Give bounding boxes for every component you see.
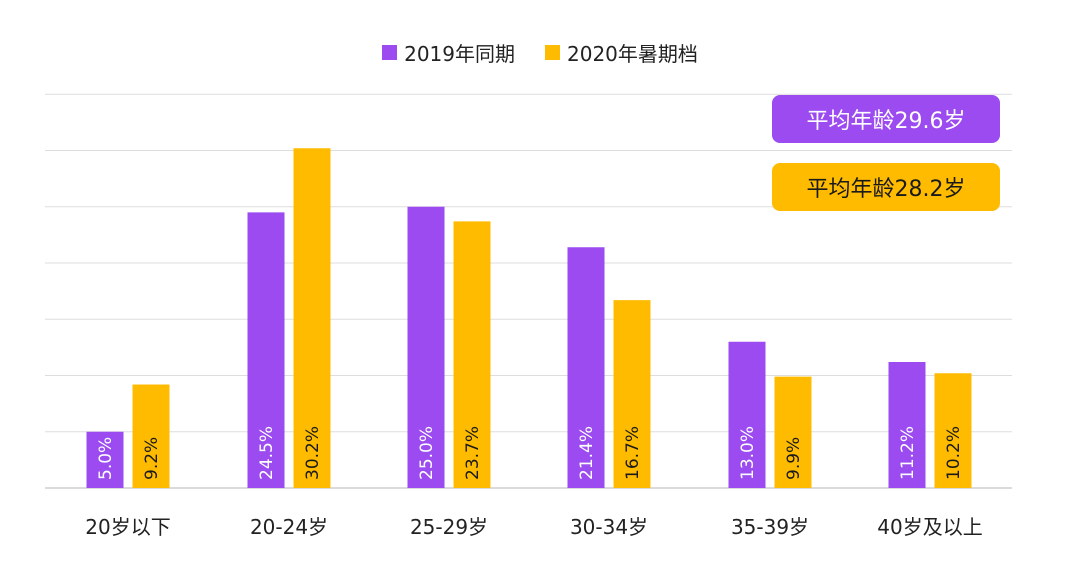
bar-value-label: 9.9% — [784, 437, 804, 480]
x-tick-label: 35-39岁 — [731, 515, 809, 539]
x-tick-label: 25-29岁 — [410, 515, 488, 539]
bar-value-label: 11.2% — [898, 426, 918, 480]
bar-2020-3 — [613, 300, 651, 488]
bar-value-label: 9.2% — [142, 437, 162, 480]
average-age-2019-text: 平均年龄29.6岁 — [806, 109, 966, 134]
bar-2019-4 — [728, 341, 766, 488]
bar-value-label: 13.0% — [738, 426, 758, 480]
bar-2020-2 — [453, 221, 491, 488]
legend-label-2020: 2020年暑期档 — [567, 42, 698, 66]
x-tick-label: 20岁以下 — [85, 515, 170, 539]
bar-2019-5 — [888, 362, 926, 488]
bar-2020-0 — [132, 384, 170, 488]
x-tick-label: 30-34岁 — [570, 515, 648, 539]
legend-item-2020: 2020年暑期档 — [545, 38, 698, 67]
legend: 2019年同期 2020年暑期档 — [0, 38, 1080, 67]
legend-item-2019: 2019年同期 — [382, 38, 515, 67]
legend-swatch-2020 — [545, 45, 560, 60]
bar-value-label: 24.5% — [257, 426, 277, 480]
bar-value-label: 21.4% — [577, 426, 597, 480]
bar-2020-1 — [293, 148, 331, 488]
bar-value-label: 16.7% — [623, 426, 643, 480]
bar-2019-3 — [567, 247, 605, 488]
x-tick-label: 20-24岁 — [250, 515, 328, 539]
x-tick-label: 40岁及以上 — [877, 515, 982, 539]
bar-2020-5 — [934, 373, 972, 488]
bar-value-label: 23.7% — [463, 426, 483, 480]
bar-value-label: 5.0% — [96, 437, 116, 480]
bar-value-label: 25.0% — [417, 426, 437, 480]
bar-2019-0 — [86, 431, 124, 488]
average-age-2020-text: 平均年龄28.2岁 — [806, 177, 966, 202]
bar-2019-1 — [247, 212, 285, 488]
legend-label-2019: 2019年同期 — [404, 42, 515, 66]
bar-2020-4 — [774, 376, 812, 488]
bar-value-label: 10.2% — [944, 426, 964, 480]
legend-swatch-2019 — [382, 45, 398, 60]
average-age-badge-2019: 平均年龄29.6岁 — [772, 95, 1000, 143]
average-age-badge-2020: 平均年龄28.2岁 — [772, 163, 1000, 211]
bar-value-label: 30.2% — [303, 426, 323, 480]
bar-2019-2 — [407, 206, 445, 488]
